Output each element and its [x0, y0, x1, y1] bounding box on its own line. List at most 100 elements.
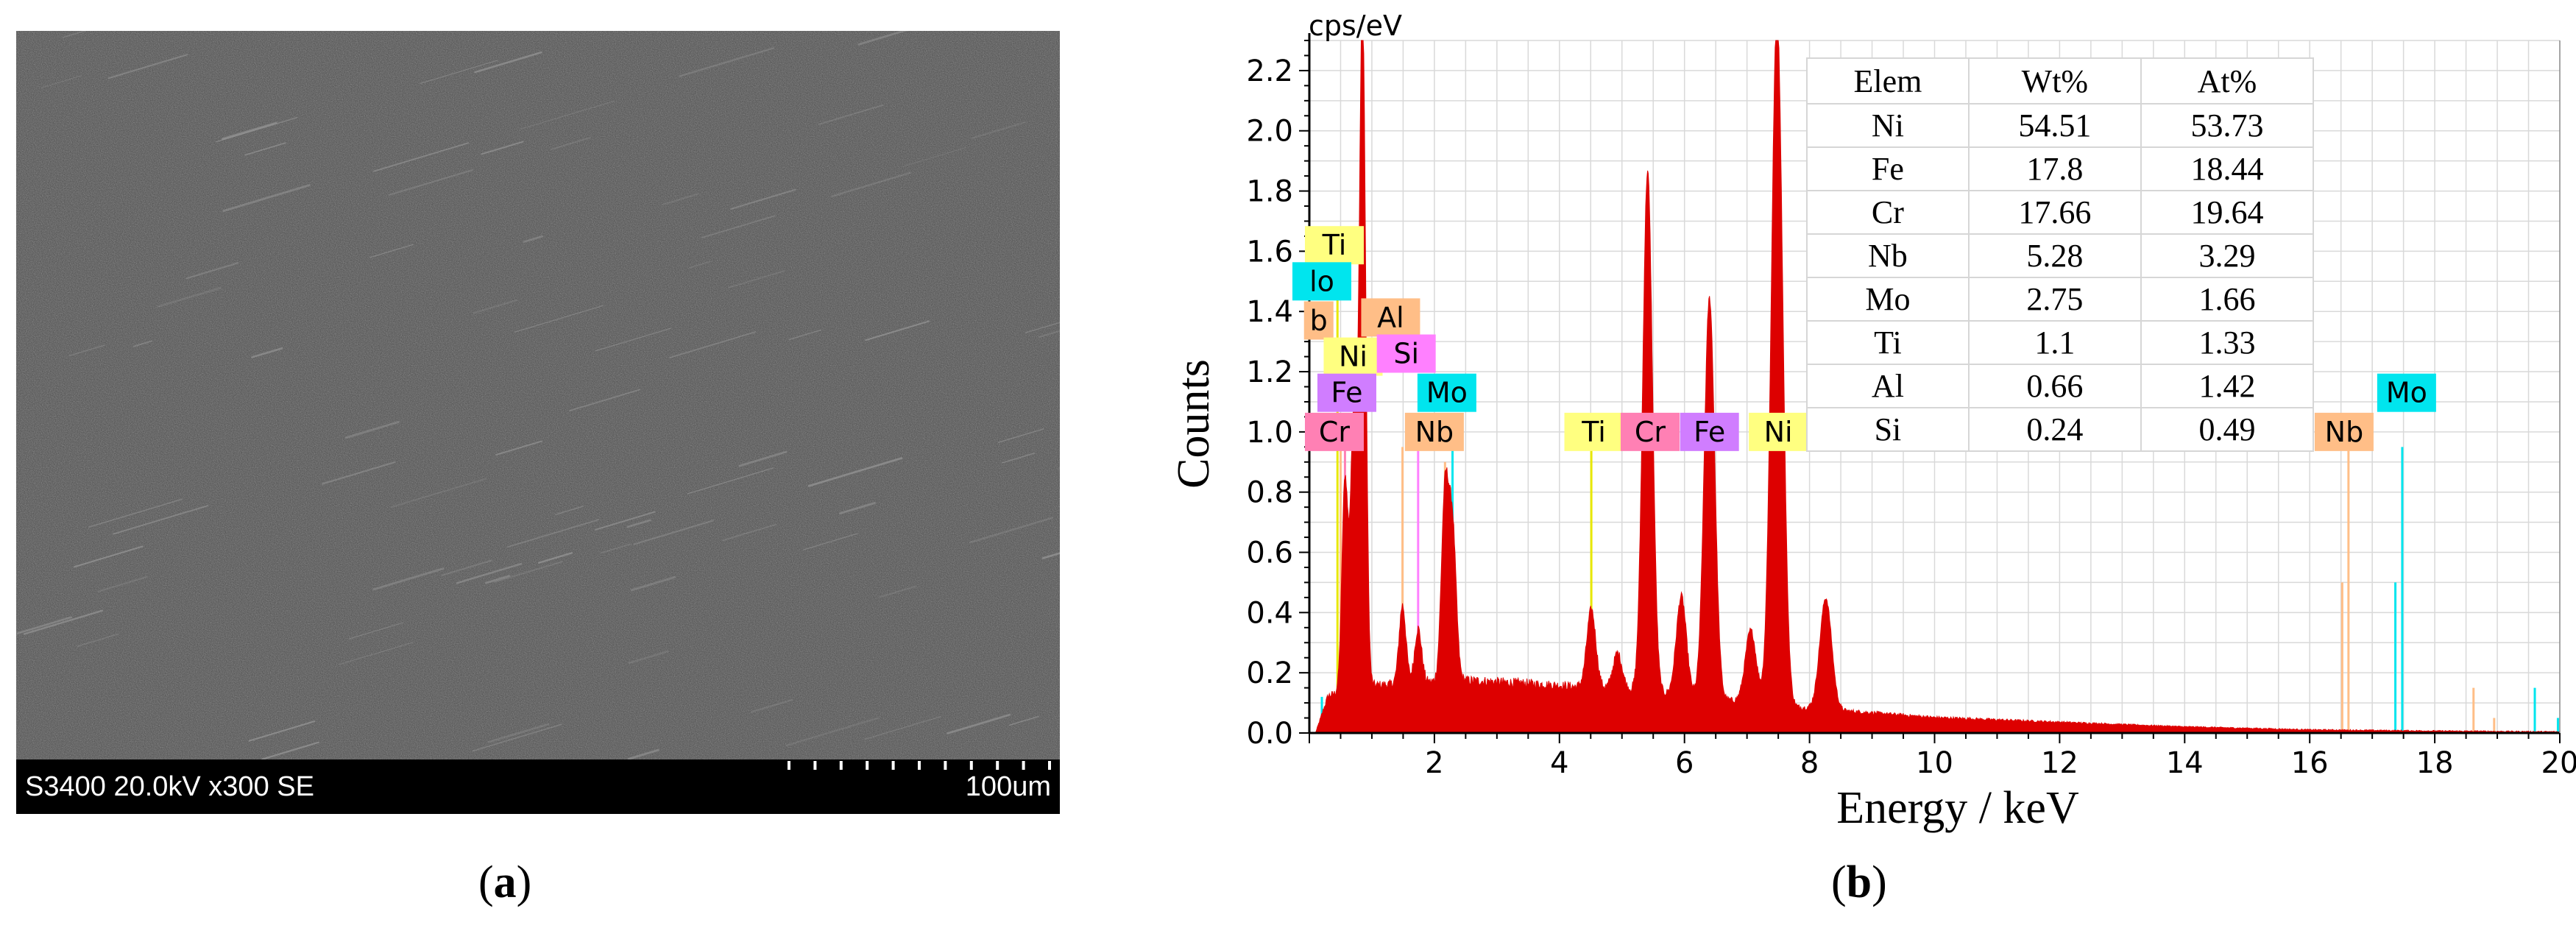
scale-bar-label: 100um	[965, 771, 1051, 802]
surface-scratch	[248, 720, 316, 742]
element-label-nb: Nb	[1404, 412, 1464, 451]
surface-scratch	[537, 552, 573, 564]
y-unit-label: cps/eV	[1309, 10, 1402, 42]
surface-scratch	[494, 561, 563, 583]
surface-scratch	[185, 262, 239, 280]
surface-scratch	[730, 188, 796, 210]
x-axis-title: Energy / keV	[1836, 783, 2079, 833]
surface-scratch	[507, 519, 600, 548]
y-tick-label: 2.0	[1246, 115, 1293, 149]
surface-scratch	[554, 506, 584, 515]
element-cell: Nb	[1806, 233, 1970, 278]
wt-percent-cell: 17.8	[1967, 146, 2142, 191]
element-label-text: Si	[1393, 337, 1419, 369]
element-label-text: Mo	[2386, 377, 2427, 409]
peak-point-cr	[1647, 211, 1649, 213]
element-label-text: Ti	[1322, 229, 1347, 261]
at-percent-cell: 0.49	[2140, 407, 2315, 452]
element-label-text: Ni	[1339, 341, 1367, 373]
table-header-cell: Wt%	[1967, 57, 2142, 105]
surface-scratch	[261, 741, 319, 759]
panel-label-a: (a)	[478, 857, 532, 907]
peak-point-nb	[1444, 545, 1446, 547]
table-header-cell: Elem	[1806, 57, 1970, 105]
surface-scratch	[481, 141, 524, 155]
surface-scratch	[420, 60, 498, 84]
table-row: Si 0.24 0.49	[1806, 407, 2315, 452]
peak-point-ti	[1617, 696, 1618, 698]
scale-bar	[788, 761, 1051, 770]
wt-percent-cell: 0.24	[1967, 407, 2142, 452]
surface-scratch	[595, 327, 671, 352]
sem-image	[16, 31, 1060, 759]
element-label-box	[1361, 298, 1420, 337]
surface-scratch	[838, 502, 876, 515]
element-cell: Si	[1806, 407, 1970, 452]
surface-scratch	[857, 31, 907, 46]
element-label-mo: Mo	[2377, 373, 2436, 412]
table-row: Cr 17.66 19.64	[1806, 190, 2315, 235]
element-label-box	[1304, 412, 1364, 451]
surface-scratch	[62, 31, 87, 38]
x-tick-label: 16	[2291, 746, 2329, 780]
table-row: Mo 2.75 1.66	[1806, 277, 2315, 322]
surface-scratch	[595, 511, 656, 531]
at-percent-cell: 1.33	[2140, 320, 2315, 365]
element-label-box	[2377, 373, 2436, 412]
surface-scratch	[1008, 716, 1039, 726]
peak-point-cr	[1680, 633, 1682, 634]
surface-scratch	[789, 329, 821, 340]
x-tick-label: 8	[1800, 746, 1819, 780]
y-tick-label: 0.8	[1246, 476, 1293, 510]
surface-scratch	[107, 54, 188, 79]
peak-point-al	[1402, 654, 1404, 656]
surface-scratch	[473, 299, 518, 314]
element-label-box	[1317, 373, 1376, 412]
surface-scratch	[785, 717, 880, 747]
surface-scratch	[722, 523, 777, 542]
surface-scratch	[40, 75, 82, 88]
element-label-box	[1323, 337, 1383, 376]
surface-scratch	[1001, 452, 1036, 464]
y-tick-label: 1.8	[1246, 175, 1293, 209]
surface-scratch	[344, 420, 400, 439]
element-cell: Ti	[1806, 320, 1970, 365]
surface-scratch	[627, 748, 659, 759]
surface-scratch	[222, 184, 311, 213]
y-tick-label: 0.2	[1246, 656, 1293, 690]
table-header-row: Elem Wt% At%	[1806, 57, 2315, 105]
element-label-box	[1304, 226, 1364, 265]
surface-scratch	[339, 642, 414, 665]
surface-scratch	[348, 622, 403, 640]
surface-scratch	[728, 270, 785, 288]
x-tick-label: 14	[2166, 746, 2204, 780]
surface-scratch	[520, 100, 615, 130]
table-row: Ti 1.1 1.33	[1806, 320, 2315, 365]
surface-scratch	[441, 559, 493, 576]
surface-scratch	[23, 609, 104, 635]
element-label-box	[1417, 373, 1476, 412]
element-label-text: lo	[1309, 265, 1334, 297]
surface-scratch	[626, 519, 651, 528]
table-row: Fe 17.8 18.44	[1806, 146, 2315, 191]
surface-scratch	[1025, 322, 1060, 333]
y-tick-label: 1.4	[1246, 295, 1293, 329]
surface-scratch	[132, 340, 153, 347]
y-tick-label: 0.0	[1246, 717, 1293, 751]
surface-scratch	[514, 305, 604, 333]
sem-info-text: S3400 20.0kV x300 SE	[25, 771, 314, 802]
surface-scratch	[569, 389, 641, 411]
surface-scratch	[1038, 330, 1060, 339]
element-label-text: Mo	[1426, 377, 1468, 409]
surface-scratch	[523, 235, 543, 243]
element-label-mo: lo	[1292, 262, 1351, 301]
wt-percent-cell: 54.51	[1967, 103, 2142, 148]
element-label-box	[1620, 412, 1680, 451]
element-label-cr: Cr	[1304, 412, 1364, 451]
element-label-text: Nb	[1415, 416, 1454, 448]
element-label-nb: Nb	[2314, 412, 2374, 451]
x-tick-label: 6	[1675, 746, 1694, 780]
peak-point-ni	[1362, 49, 1363, 50]
element-label-nb: b	[1303, 301, 1334, 340]
